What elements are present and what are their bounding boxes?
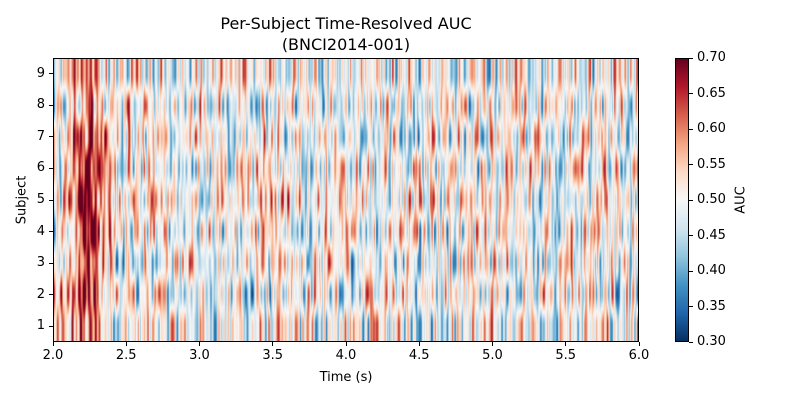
y-tick — [49, 136, 53, 138]
y-axis-label: Subject — [14, 175, 30, 225]
colorbar-tick-label: 0.30 — [697, 334, 726, 349]
x-tick-label: 4.0 — [335, 348, 357, 363]
y-tick — [49, 262, 53, 264]
y-tick-label: 3 — [36, 255, 45, 271]
colorbar-tick — [689, 341, 693, 343]
heatmap-canvas — [54, 59, 638, 341]
x-tick — [565, 342, 567, 346]
x-tick-label: 5.0 — [482, 348, 503, 363]
colorbar-tick — [689, 199, 693, 201]
colorbar-tick — [689, 57, 693, 59]
y-tick-label: 6 — [36, 160, 45, 176]
y-tick — [49, 199, 53, 201]
x-tick-label: 3.5 — [262, 348, 284, 363]
y-tick — [49, 104, 53, 106]
colorbar-tick-label: 0.65 — [697, 85, 726, 101]
x-tick-label: 5.5 — [555, 348, 577, 363]
x-tick — [125, 342, 127, 346]
x-tick — [345, 342, 347, 346]
x-axis-label: Time (s) — [319, 370, 373, 385]
y-tick-label: 4 — [36, 223, 45, 239]
x-tick — [199, 342, 200, 346]
colorbar-tick — [689, 128, 693, 130]
y-tick — [49, 167, 53, 169]
colorbar-tick — [689, 306, 693, 307]
y-tick-label: 8 — [36, 97, 45, 113]
colorbar-tick — [689, 164, 693, 165]
x-tick-label: 3.0 — [189, 348, 210, 363]
chart-title-main: Per-Subject Time-Resolved AUC — [220, 14, 472, 33]
colorbar-tick-label: 0.40 — [697, 263, 726, 278]
colorbar — [675, 58, 689, 342]
chart-subtitle: (BNCI2014-001) — [281, 35, 411, 54]
y-tick — [49, 294, 53, 296]
x-tick — [272, 342, 274, 346]
colorbar-tick-label: 0.55 — [697, 156, 726, 172]
y-tick — [49, 231, 53, 233]
colorbar-tick-label: 0.70 — [697, 50, 726, 65]
y-tick-label: 7 — [36, 128, 45, 144]
colorbar-tick-label: 0.45 — [697, 227, 726, 243]
chart-title: Per-Subject Time-Resolved AUC (BNCI2014-… — [53, 13, 639, 55]
x-tick — [492, 342, 493, 346]
y-tick — [49, 325, 53, 327]
x-tick — [52, 342, 54, 346]
y-tick-label: 1 — [36, 318, 45, 334]
colorbar-tick-label: 0.60 — [697, 121, 726, 136]
x-tick — [418, 342, 420, 346]
y-tick — [49, 73, 53, 75]
y-tick-label: 5 — [36, 192, 45, 207]
x-tick — [638, 342, 640, 346]
colorbar-tick-label: 0.50 — [697, 192, 726, 207]
colorbar-tick-label: 0.35 — [697, 298, 726, 314]
x-tick-label: 2.5 — [115, 348, 137, 363]
colorbar-tick — [689, 235, 693, 236]
x-tick-label: 2.0 — [42, 348, 64, 363]
x-tick-label: 4.5 — [408, 348, 430, 363]
y-tick-label: 2 — [36, 286, 45, 302]
colorbar-tick — [689, 93, 693, 94]
colorbar-tick — [689, 270, 693, 272]
heatmap-plot-area — [53, 58, 639, 342]
colorbar-label: AUC — [733, 186, 749, 214]
y-tick-label: 9 — [36, 65, 45, 81]
x-tick-label: 6.0 — [628, 348, 650, 363]
